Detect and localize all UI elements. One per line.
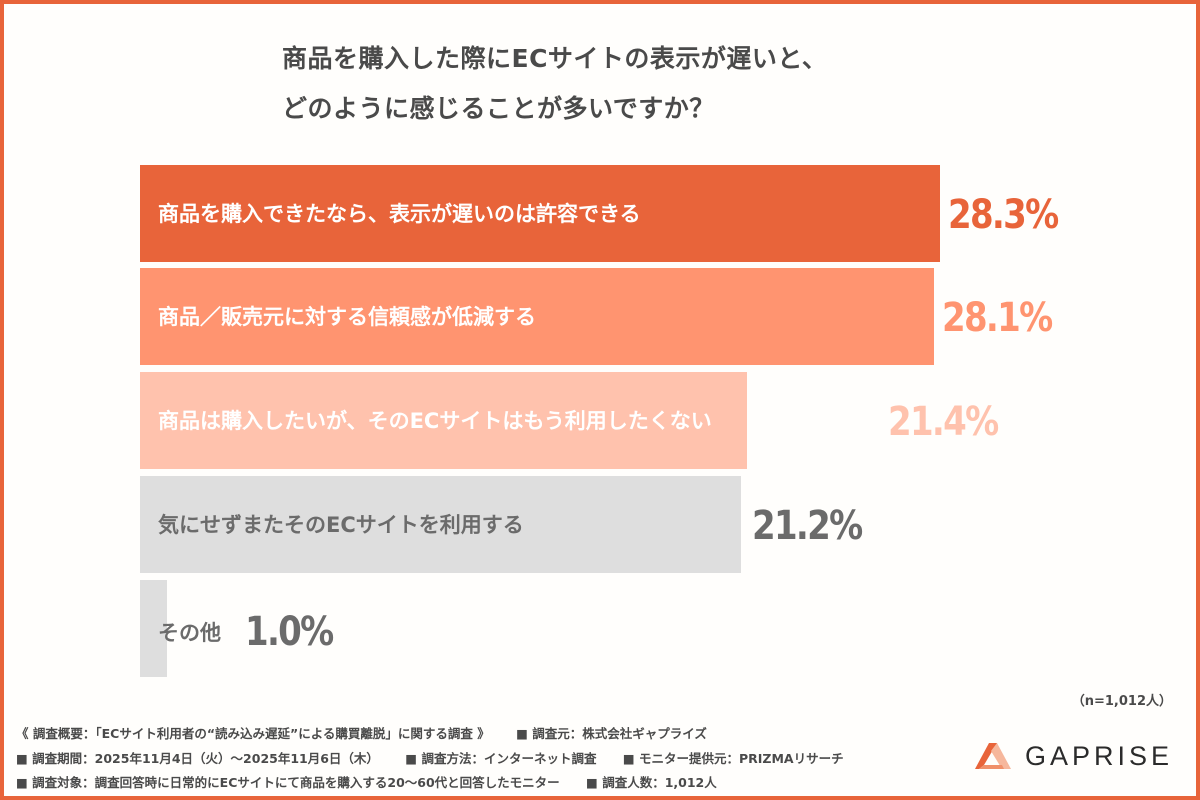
survey-period: ■ 調査期間：2025年11月4日（火）～2025年11月6日（木）: [16, 751, 379, 766]
bar-1: [140, 165, 940, 262]
gaprise-logo: GAPRISE: [975, 741, 1173, 771]
survey-target: ■ 調査対象：調査回答時に日常的にECサイトにて商品を購入する20～60代と回答…: [16, 775, 560, 790]
footer-line-1: 《 調査概要：「ECサイト利用者の“読み込み遅延”による購買離脱」に関する調査 …: [16, 723, 729, 742]
survey-source: ■ 調査元：株式会社ギャプライズ: [516, 726, 707, 741]
footer-line-3: ■ 調査対象：調査回答時に日常的にECサイトにて商品を購入する20～60代と回答…: [16, 772, 739, 791]
chart-title: 商品を購入した際にECサイトの表示が遅いと、 どのように感じることが多いですか？: [282, 34, 962, 134]
bar-3: [140, 372, 747, 469]
title-line-2: どのように感じることが多いですか？: [282, 94, 715, 123]
bar-2: [140, 268, 934, 365]
bar-4-value: 21.2%: [752, 503, 863, 549]
title-line-1: 商品を購入した際にECサイトの表示が遅いと、: [282, 44, 828, 73]
survey-method: ■ 調査方法：インターネット調査: [405, 751, 597, 766]
bar-5-label: その他: [158, 621, 221, 645]
bar-4: [140, 476, 741, 573]
monitor-provider: ■ モニター提供元：PRIZMAリサーチ: [622, 751, 844, 766]
survey-overview: 《 調査概要：「ECサイト利用者の“読み込み遅延”による購買離脱」に関する調査 …: [16, 726, 490, 741]
sample-size-note: （n=1,012人）: [1071, 694, 1172, 709]
bar-4-label: 気にせずまたそのECサイトを利用する: [158, 513, 524, 537]
bar-5-value: 1.0%: [245, 609, 334, 655]
bar-1-value: 28.3%: [948, 192, 1059, 238]
footer-line-2: ■ 調査期間：2025年11月4日（火）～2025年11月6日（木） ■ 調査方…: [16, 748, 866, 767]
bar-3-value: 21.4%: [888, 399, 999, 445]
logo-text: GAPRISE: [1025, 740, 1174, 771]
gaprise-logo-icon: [975, 743, 1011, 769]
survey-count: ■ 調査人数：1,012人: [586, 775, 717, 790]
bar-2-value: 28.1%: [942, 295, 1053, 341]
bar-2-label: 商品／販売元に対する信頼感が低減する: [158, 305, 536, 329]
bar-1-label: 商品を購入できたなら、表示が遅いのは許容できる: [158, 202, 641, 226]
bar-3-label: 商品は購入したいが、そのECサイトはもう利用したくない: [158, 409, 712, 434]
bar-5: [140, 580, 167, 677]
